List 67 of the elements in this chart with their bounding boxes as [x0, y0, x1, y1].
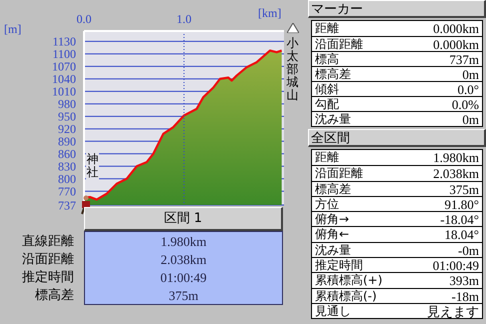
text: 375m — [449, 182, 479, 197]
text: 標高差 — [315, 67, 351, 81]
text: 小太部城山 — [286, 36, 299, 103]
y-axis-title: [m] — [4, 22, 22, 37]
text: 01:00:49 — [432, 258, 479, 274]
text: 0.000km — [433, 21, 479, 36]
y-tick-label: 1100 — [52, 47, 76, 62]
y-tick-label: 950 — [58, 110, 76, 124]
annotation: 神社 — [86, 152, 99, 180]
text: マーカー — [308, 0, 486, 18]
text: 直線距離 — [22, 233, 74, 251]
y-tick-label: 980 — [58, 97, 76, 112]
text: -0m — [458, 242, 479, 258]
text: 全区間 — [308, 129, 486, 147]
text: 距離 — [315, 21, 339, 36]
text: 沿面距離 — [315, 37, 363, 51]
text: 区間 1 — [84, 207, 283, 231]
text: 推定時間 — [315, 258, 363, 272]
y-tick-label: 1010 — [52, 84, 76, 99]
y-tick-label: 920 — [58, 122, 76, 136]
text: 方位 — [315, 196, 339, 212]
y-tick-label: 890 — [58, 134, 76, 149]
text: 0.0% — [452, 97, 479, 112]
y-tick-label: 770 — [58, 184, 76, 199]
text: 沈み量 — [315, 242, 351, 258]
text: 01:00:49 — [159, 269, 208, 287]
x-tick-label: 0.0 — [76, 12, 92, 26]
y-tick-label: 1040 — [52, 72, 76, 86]
text: 1.980km — [433, 150, 479, 166]
text: -18m — [452, 288, 479, 304]
text: 見通し — [315, 304, 351, 318]
text: 18.04° — [444, 227, 479, 242]
text: 俯角→ — [315, 212, 350, 226]
y-tick-label: 800 — [58, 172, 76, 186]
x-axis-title: [km] — [258, 6, 282, 21]
y-tick-label: 1130 — [52, 34, 76, 49]
text: 傾斜 — [315, 82, 339, 96]
text: 勾配 — [315, 97, 339, 111]
text: 2.038km — [160, 251, 208, 269]
text: 沿面距離 — [315, 166, 363, 181]
text: 推定時間 — [22, 269, 74, 287]
text: 0m — [462, 112, 479, 127]
text: 沈み量 — [315, 112, 351, 126]
y-tick-label: 1070 — [52, 60, 76, 74]
text: 0m — [462, 67, 479, 82]
text: 俯角← — [315, 227, 350, 242]
text: 737m — [449, 52, 479, 67]
text: -18.04° — [440, 212, 479, 228]
text: 0.000km — [433, 37, 479, 52]
text: 累積標高(-) — [315, 288, 377, 303]
text: 距離 — [315, 150, 339, 166]
text: 標高 — [315, 52, 339, 66]
text: 1.980km — [160, 233, 208, 251]
y-tick-label: 737 — [58, 198, 76, 212]
text: 見えます — [427, 304, 479, 319]
y-tick-label: 860 — [58, 147, 76, 162]
text: 標高差 — [35, 287, 74, 305]
y-tick-label: 830 — [58, 160, 76, 174]
text: 375m — [168, 287, 200, 305]
text: 0.0° — [458, 82, 479, 97]
text: 累積標高(+) — [315, 273, 382, 288]
text: 2.038km — [433, 166, 479, 182]
text: 393m — [449, 273, 479, 288]
text: 標高差 — [315, 182, 351, 196]
text: 沿面距離 — [22, 251, 74, 269]
text: 91.80° — [444, 196, 479, 212]
x-tick-label: 1.0 — [176, 12, 192, 26]
